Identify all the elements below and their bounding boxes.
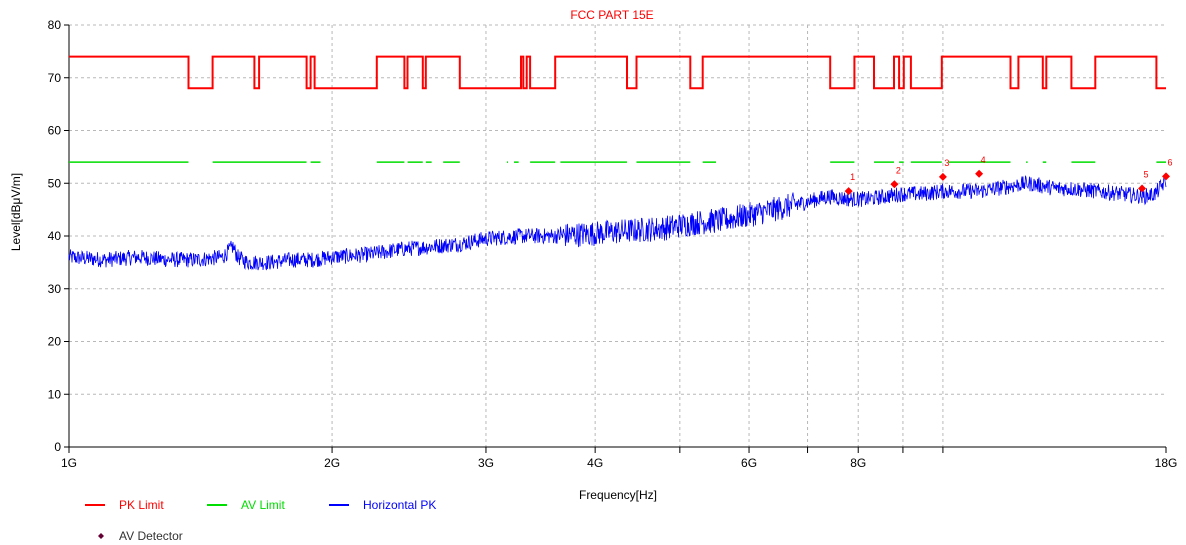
- marker-label: 6: [1167, 157, 1172, 167]
- marker-label: 4: [981, 155, 986, 165]
- legend-label: AV Limit: [241, 498, 285, 512]
- marker-label: 5: [1144, 170, 1149, 180]
- plot-area: [68, 55, 1167, 271]
- marker-point: [1162, 172, 1170, 181]
- legend-item: AV Detector: [98, 529, 183, 543]
- marker-label: 3: [944, 158, 949, 168]
- legend: PK Limit AV Limit Horizontal PK AV Detector: [85, 498, 436, 543]
- y-tick-label: 10: [48, 387, 62, 401]
- markers: 1 2 3 4 5 6: [844, 155, 1173, 196]
- legend-label: PK Limit: [119, 498, 164, 512]
- legend-label: Horizontal PK: [363, 498, 436, 512]
- x-tick-label: 4G: [587, 456, 603, 470]
- legend-label: AV Detector: [119, 529, 183, 543]
- axes: [64, 24, 1167, 453]
- series-pk-limit: [69, 55, 1166, 90]
- tick-labels: 0 10 20 30 40 50 60 70 80 1G 2G 3G 4G 6G 8G 18G: [48, 18, 1178, 470]
- marker-point: [890, 180, 899, 189]
- marker-point: [975, 169, 984, 178]
- y-tick-label: 80: [48, 18, 62, 32]
- legend-item: AV Limit: [207, 498, 285, 512]
- grid: [69, 24, 1166, 447]
- marker-label: 1: [850, 172, 855, 182]
- x-tick-label: 6G: [741, 456, 757, 470]
- legend-item: PK Limit: [85, 498, 164, 512]
- y-tick-label: 30: [48, 282, 62, 296]
- y-tick-label: 50: [48, 176, 62, 190]
- x-tick-label: 8G: [850, 456, 866, 470]
- marker-point: [1138, 184, 1147, 193]
- y-axis-title: Level[dBμV/m]: [9, 173, 23, 251]
- legend-item: Horizontal PK: [329, 498, 436, 512]
- chart-title: FCC PART 15E: [570, 8, 653, 22]
- x-tick-label: 1G: [61, 456, 77, 470]
- y-tick-label: 40: [48, 229, 62, 243]
- x-tick-label: 18G: [1155, 456, 1178, 470]
- legend-swatch: [98, 533, 104, 539]
- series-horizontal-pk: [68, 175, 1167, 271]
- y-tick-label: 20: [48, 335, 62, 349]
- y-tick-label: 0: [54, 440, 61, 454]
- y-tick-label: 70: [48, 71, 62, 85]
- x-tick-label: 2G: [324, 456, 340, 470]
- x-axis-title: Frequency[Hz]: [579, 488, 657, 502]
- y-tick-label: 60: [48, 124, 62, 138]
- marker-point: [844, 187, 853, 196]
- x-tick-label: 3G: [478, 456, 494, 470]
- marker-label: 2: [896, 165, 901, 175]
- marker-point: [938, 172, 947, 181]
